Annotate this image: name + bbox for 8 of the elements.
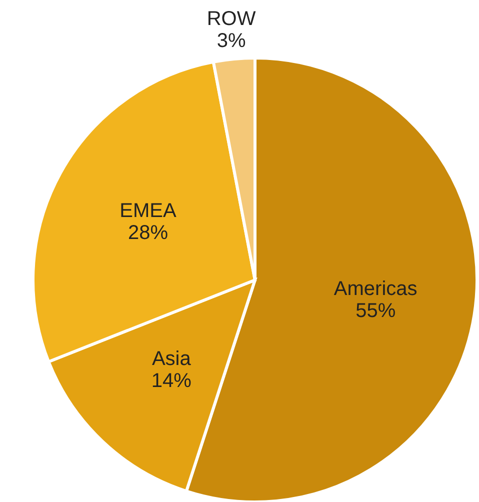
data-label: 28% [128, 222, 168, 244]
slice-label: Americas [334, 278, 418, 300]
slice-label: Asia [152, 348, 192, 370]
data-label: 55% [356, 300, 396, 322]
data-label: 3% [216, 30, 246, 52]
slice-label: ROW [206, 8, 256, 30]
slice-label: EMEA [120, 200, 177, 222]
data-label: 14% [151, 370, 192, 392]
